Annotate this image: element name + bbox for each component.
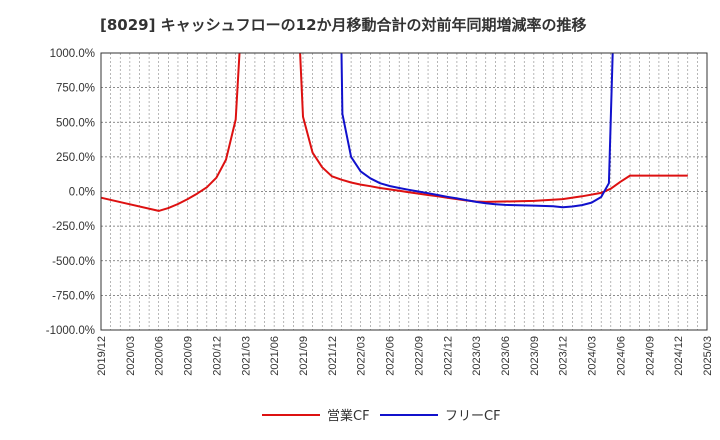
x-tick-label: 2025/03 <box>702 336 714 376</box>
x-tick-label: 2023/06 <box>500 336 512 376</box>
x-tick-label: 2022/06 <box>385 336 397 376</box>
x-tick-label: 2021/12 <box>327 336 339 376</box>
x-tick-label: 2024/03 <box>587 336 599 376</box>
legend-label-free-cf: フリーCF <box>445 409 501 424</box>
y-tick-label: 0.0% <box>69 187 95 199</box>
x-tick-label: 2024/06 <box>615 336 627 376</box>
x-tick-label: 2023/09 <box>529 336 541 376</box>
x-tick-label: 2020/09 <box>183 336 195 376</box>
y-tick-label: 1000.0% <box>50 48 95 60</box>
y-tick-label: 750.0% <box>56 83 95 95</box>
legend: 営業CF フリーCF <box>262 408 501 424</box>
series-line-free-cf <box>340 52 614 209</box>
x-tick-label: 2022/09 <box>413 336 425 376</box>
x-tick-label: 2021/06 <box>269 336 281 376</box>
x-tick-label: 2020/03 <box>125 336 137 376</box>
x-tick-label: 2022/12 <box>442 336 454 376</box>
y-axis-tick-labels: 1000.0% 750.0% 500.0% 250.0% 0.0% -250.0% -500… <box>46 48 95 337</box>
x-tick-label: 2020/12 <box>211 336 223 376</box>
y-tick-label: 250.0% <box>56 152 95 164</box>
x-tick-label: 2021/03 <box>240 336 252 376</box>
x-tick-label: 2024/09 <box>644 336 656 376</box>
chart-title: [8029] キャッシュフローの12か月移動合計の対前年同期増減率の推移 <box>100 16 587 34</box>
series-line-operating-cf <box>299 52 688 203</box>
y-tick-label: -500.0% <box>52 256 95 268</box>
x-tick-label: 2019/12 <box>96 336 108 376</box>
x-tick-label: 2021/09 <box>298 336 310 376</box>
x-tick-label: 2024/12 <box>673 336 685 376</box>
series-layer <box>100 52 688 212</box>
x-tick-label: 2023/03 <box>471 336 483 376</box>
x-tick-label: 2022/03 <box>356 336 368 376</box>
y-tick-label: -1000.0% <box>46 325 95 337</box>
y-tick-label: -250.0% <box>52 221 95 233</box>
x-tick-label: 2020/06 <box>154 336 166 376</box>
x-tick-label: 2023/12 <box>558 336 570 376</box>
x-axis-tick-labels: 2019/12 2020/03 2020/06 2020/09 2020/12 2021/… <box>96 336 714 376</box>
y-tick-label: -750.0% <box>52 290 95 302</box>
legend-label-operating-cf: 営業CF <box>327 408 370 424</box>
plot-border <box>100 52 708 331</box>
series-line-operating-cf <box>100 52 241 212</box>
y-tick-label: 500.0% <box>56 117 95 129</box>
